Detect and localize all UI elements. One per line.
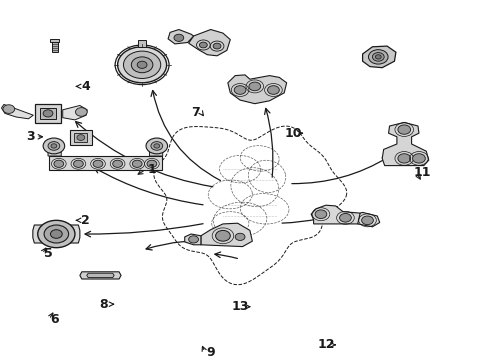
- Polygon shape: [201, 223, 252, 247]
- Circle shape: [118, 47, 167, 83]
- Circle shape: [398, 125, 411, 134]
- Text: 11: 11: [414, 166, 431, 179]
- Bar: [50, 39, 59, 42]
- Circle shape: [54, 160, 64, 167]
- Text: 6: 6: [50, 313, 59, 326]
- Circle shape: [268, 86, 279, 94]
- Circle shape: [131, 57, 153, 73]
- Text: 2: 2: [81, 214, 90, 227]
- Circle shape: [249, 82, 261, 91]
- Circle shape: [235, 233, 245, 240]
- Circle shape: [199, 42, 207, 48]
- Polygon shape: [49, 156, 162, 170]
- Circle shape: [137, 61, 147, 68]
- Polygon shape: [185, 234, 201, 245]
- Text: 1: 1: [147, 163, 156, 176]
- Circle shape: [51, 144, 57, 148]
- Circle shape: [113, 160, 122, 167]
- Bar: [70, 130, 92, 145]
- Circle shape: [154, 144, 160, 148]
- Text: 3: 3: [26, 130, 35, 143]
- Circle shape: [372, 53, 384, 61]
- Circle shape: [44, 225, 69, 243]
- Circle shape: [189, 236, 198, 243]
- Circle shape: [151, 141, 163, 150]
- Circle shape: [146, 138, 168, 154]
- Text: 4: 4: [81, 80, 90, 93]
- Circle shape: [38, 220, 75, 248]
- Polygon shape: [382, 122, 429, 166]
- Circle shape: [93, 160, 103, 167]
- Polygon shape: [48, 144, 61, 156]
- Text: 5: 5: [44, 247, 52, 260]
- Circle shape: [375, 55, 381, 59]
- Polygon shape: [311, 205, 363, 224]
- Bar: [52, 41, 58, 52]
- Circle shape: [213, 43, 221, 49]
- Circle shape: [362, 216, 373, 225]
- Circle shape: [174, 34, 184, 41]
- Circle shape: [413, 154, 425, 163]
- Circle shape: [132, 160, 142, 167]
- Circle shape: [50, 230, 62, 238]
- Bar: [138, 40, 146, 47]
- Polygon shape: [87, 273, 114, 278]
- Circle shape: [48, 141, 60, 150]
- Circle shape: [123, 51, 161, 78]
- Circle shape: [147, 160, 157, 167]
- Circle shape: [340, 213, 351, 222]
- Bar: [74, 133, 87, 142]
- Circle shape: [74, 160, 83, 167]
- Circle shape: [75, 108, 87, 116]
- Text: 8: 8: [99, 298, 108, 311]
- Circle shape: [43, 110, 53, 117]
- Circle shape: [315, 210, 327, 219]
- Polygon shape: [228, 75, 287, 104]
- Circle shape: [234, 86, 246, 94]
- Circle shape: [368, 50, 388, 64]
- Circle shape: [216, 230, 230, 241]
- Text: 9: 9: [206, 346, 215, 359]
- Bar: [40, 108, 56, 119]
- Text: 7: 7: [191, 106, 199, 119]
- Polygon shape: [1, 104, 33, 119]
- Circle shape: [43, 138, 65, 154]
- Circle shape: [398, 154, 411, 163]
- Text: 12: 12: [317, 338, 335, 351]
- Polygon shape: [33, 225, 80, 243]
- Polygon shape: [63, 105, 87, 120]
- Circle shape: [3, 105, 15, 113]
- Polygon shape: [168, 30, 194, 44]
- Text: 13: 13: [231, 300, 249, 313]
- Bar: [35, 104, 61, 123]
- Polygon shape: [149, 144, 163, 156]
- Circle shape: [77, 135, 85, 140]
- Polygon shape: [358, 212, 380, 227]
- Text: 10: 10: [284, 127, 302, 140]
- Polygon shape: [189, 30, 230, 56]
- Polygon shape: [80, 272, 121, 279]
- Polygon shape: [363, 46, 396, 68]
